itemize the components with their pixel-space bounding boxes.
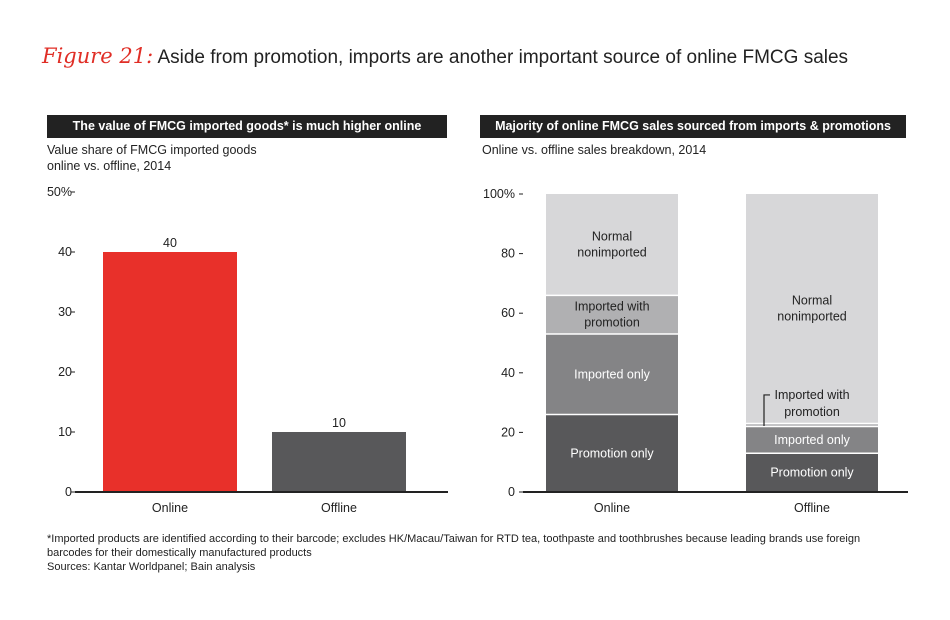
y-tick-label: 0 <box>508 485 515 499</box>
footnotes: *Imported products are identified accord… <box>47 532 907 574</box>
segment-online-imported-with-promotion <box>546 295 678 335</box>
figure-label: Figure 21: <box>42 44 154 68</box>
segment-label: Imported with promotion <box>574 300 649 330</box>
x-tick-label: Online <box>152 501 188 515</box>
y-tick-label: 20 <box>58 365 72 379</box>
y-tick-label: 100% <box>483 187 515 201</box>
left-panel-subtitle: Value share of FMCG imported goods onlin… <box>47 142 257 174</box>
sales-breakdown-stacked-chart: 0 20 40 60 80 100% Promotion only Imported only… <box>483 187 908 515</box>
y-tick-label: 40 <box>58 245 72 259</box>
x-tick-label: Offline <box>794 501 830 515</box>
bar-offline <box>272 432 406 492</box>
segment-online-normal-nonimported <box>546 194 678 296</box>
callout-leader <box>763 394 770 426</box>
right-panel-subtitle: Online vs. offline sales breakdown, 2014 <box>482 143 707 157</box>
y-tick-label: 80 <box>501 247 515 261</box>
segment-label: Normal nonimported <box>577 230 647 260</box>
imported-goods-bar-chart: 0 10 20 30 40 50% 40 Online 10 Offline <box>47 185 448 515</box>
data-label: 10 <box>332 416 346 430</box>
left-panel-header: The value of FMCG imported goods* is muc… <box>47 115 447 138</box>
y-tick-label: 40 <box>501 366 515 380</box>
y-tick-label: 10 <box>58 425 72 439</box>
right-panel-header: Majority of online FMCG sales sourced fr… <box>480 115 906 138</box>
figure-title: Aside from promotion, imports are anothe… <box>157 47 849 68</box>
segment-label: Promotion only <box>570 446 654 460</box>
y-tick-label: 50% <box>47 185 72 199</box>
segment-offline-imported-with-promotion <box>746 423 878 427</box>
y-tick-label: 30 <box>58 305 72 319</box>
bar-online <box>103 252 237 492</box>
left-subtitle-line2: online vs. offline, 2014 <box>47 159 172 173</box>
segment-label: Promotion only <box>770 466 854 480</box>
footnote-line1: *Imported products are identified accord… <box>47 533 861 545</box>
data-label: 40 <box>163 236 177 250</box>
footnote-line2: barcodes for their domestically manufact… <box>47 547 312 559</box>
segment-label: Imported only <box>574 367 650 381</box>
segment-online-promotion-only <box>546 414 678 492</box>
x-tick-label: Online <box>594 501 630 515</box>
y-tick-label: 20 <box>501 425 515 439</box>
segment-offline-promotion-only <box>746 453 878 492</box>
y-tick-label: 0 <box>65 485 72 499</box>
segment-online-imported-only <box>546 334 678 415</box>
segment-offline-normal-nonimported <box>746 194 878 424</box>
segment-label: Imported only <box>774 433 850 447</box>
segment-callout-label: Imported with promotion <box>774 388 849 419</box>
sources-line: Sources: Kantar Worldpanel; Bain analysi… <box>47 561 256 573</box>
y-tick-label: 60 <box>501 306 515 320</box>
figure-title-row: Figure 21: Aside from promotion, imports… <box>42 44 848 69</box>
segment-offline-imported-only <box>746 426 878 454</box>
segment-label: Normal nonimported <box>777 294 847 324</box>
left-subtitle-line1: Value share of FMCG imported goods <box>47 143 257 157</box>
x-tick-label: Offline <box>321 501 357 515</box>
